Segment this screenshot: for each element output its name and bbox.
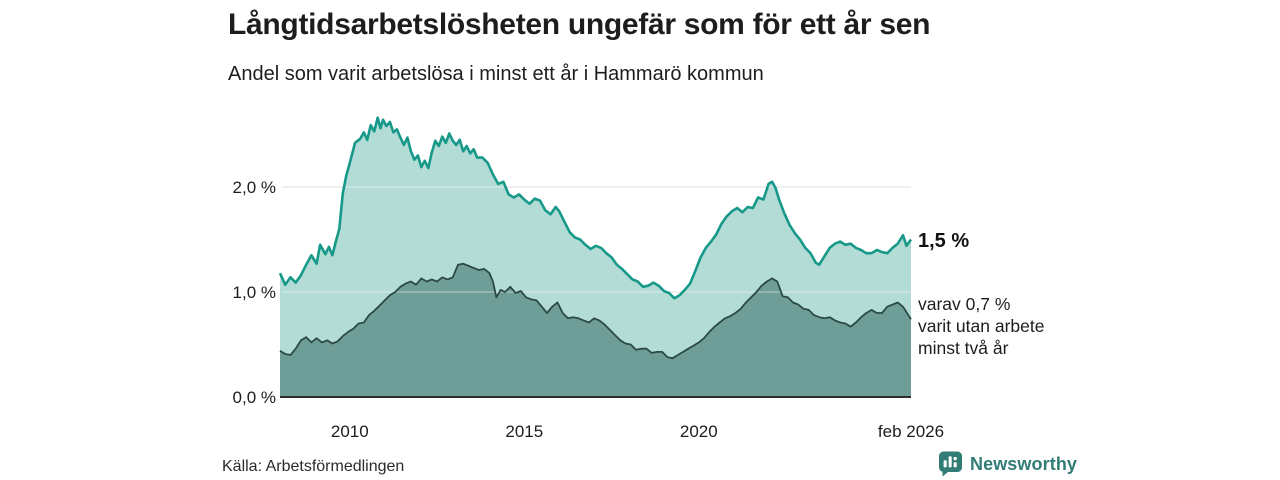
two-year-area xyxy=(280,263,911,397)
current-value-label-two-year: varav 0,7 % varit utan arbete minst två … xyxy=(918,294,1045,358)
x-tick-label: 2020 xyxy=(679,422,718,441)
two-year-line xyxy=(279,262,912,360)
current-value-label-one-year: 1,5 % xyxy=(918,230,970,252)
y-tick-label: 2,0 % xyxy=(232,178,276,197)
newsworthy-wordmark: Newsworthy xyxy=(970,453,1078,474)
newsworthy-logo: Newsworthy xyxy=(938,451,1077,477)
y-tick-label: 0,0 % xyxy=(232,388,276,407)
newsworthy-badge-icon xyxy=(939,451,962,477)
x-tick-label: 2010 xyxy=(330,422,369,441)
page-subtitle: Andel som varit arbetslösa i minst ett å… xyxy=(228,63,764,85)
source-attribution: Källa: Arbetsförmedlingen xyxy=(222,458,405,475)
gridlines-over xyxy=(282,186,911,293)
x-tick-label: 2015 xyxy=(505,422,544,441)
page-title: Långtidsarbetslösheten ungefär som för e… xyxy=(228,8,931,41)
one-year-line xyxy=(278,116,913,300)
y-tick-label: 1,0 % xyxy=(232,283,276,302)
x-tick-label: feb 2026 xyxy=(877,422,945,441)
